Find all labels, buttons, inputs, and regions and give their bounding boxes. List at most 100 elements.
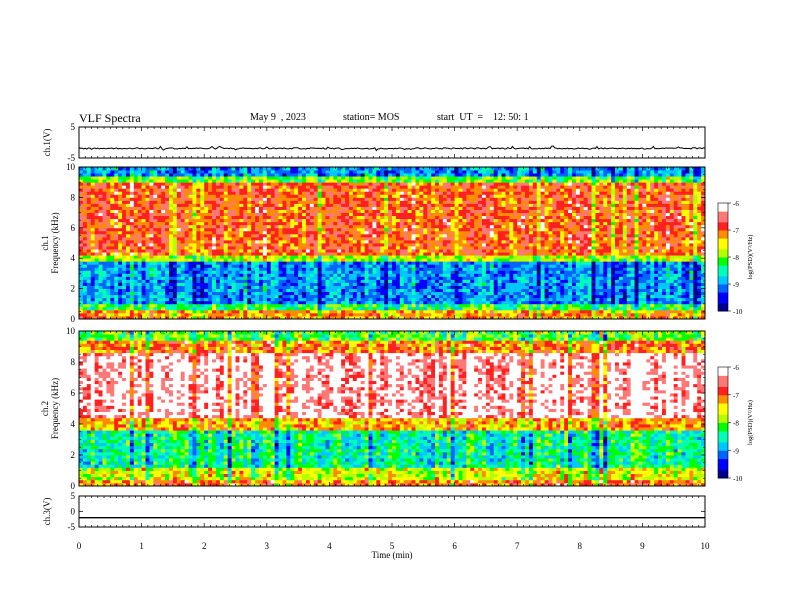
spectrogram-cell [638, 283, 642, 286]
spectrogram-cell [588, 292, 592, 295]
spectrogram-cell [157, 249, 161, 252]
spectrogram-cell [568, 276, 572, 279]
spectrogram-cell [271, 279, 275, 282]
spectrogram-cell [451, 264, 455, 267]
spectrogram-cell [513, 310, 517, 313]
spectrogram-cell [525, 286, 529, 289]
spectrogram-cell [466, 252, 470, 255]
spectrogram-cell [388, 301, 392, 304]
spectrogram-cell [161, 283, 165, 286]
spectrogram-cell [576, 292, 580, 295]
spectrogram-cell [584, 283, 588, 286]
spectrogram-cell [549, 264, 553, 267]
spectrogram-cell [658, 298, 662, 301]
spectrogram-cell [224, 289, 228, 292]
spectrogram-cell [325, 273, 329, 276]
spectrogram-cell [106, 249, 110, 252]
spectrogram-cell [361, 304, 365, 307]
spectrogram-cell [494, 240, 498, 243]
spectrogram-cell [271, 298, 275, 301]
spectrogram-cell [306, 283, 310, 286]
spectrogram-cell [447, 298, 451, 301]
spectrogram-cell [271, 264, 275, 267]
spectrogram-cell [431, 298, 435, 301]
spectrogram-cell [466, 264, 470, 267]
spectrogram-cell [490, 286, 494, 289]
spectrogram-cell [302, 307, 306, 310]
spectrogram-cell [490, 243, 494, 246]
spectrogram-cell [396, 292, 400, 295]
spectrogram-cell [588, 240, 592, 243]
spectrogram-cell [212, 237, 216, 240]
spectrogram-cell [588, 258, 592, 261]
spectrogram-cell [161, 298, 165, 301]
spectrogram-cell [607, 304, 611, 307]
spectrogram-cell [232, 295, 236, 298]
spectrogram-cell [95, 307, 99, 310]
spectrogram-cell [290, 252, 294, 255]
spectrogram-cell [337, 255, 341, 258]
spectrogram-cell [298, 237, 302, 240]
spectrogram-cell [447, 246, 451, 249]
spectrogram-cell [595, 279, 599, 282]
spectrogram-cell [263, 301, 267, 304]
spectrogram-cell [560, 246, 564, 249]
spectrogram-cell [412, 258, 416, 261]
spectrogram-cell [513, 237, 517, 240]
spectrogram-cell [384, 243, 388, 246]
spectrogram-cell [584, 246, 588, 249]
spectrogram-cell [181, 313, 185, 316]
spectrogram-cell [142, 307, 146, 310]
spectrogram-cell [549, 279, 553, 282]
spectrogram-cell [568, 298, 572, 301]
spectrogram-cell [318, 276, 322, 279]
spectrogram-cell [91, 264, 95, 267]
spectrogram-cell [380, 252, 384, 255]
spectrogram-cell [353, 252, 357, 255]
spectrogram-cell [329, 289, 333, 292]
spectrogram-cell [435, 261, 439, 264]
spectrogram-cell [118, 301, 122, 304]
spectrogram-cell [584, 301, 588, 304]
spectrogram-cell [615, 246, 619, 249]
spectrogram-cell [642, 286, 646, 289]
spectrogram-cell [149, 304, 153, 307]
spectrogram-cell [365, 310, 369, 313]
spectrogram-cell [564, 270, 568, 273]
spectrogram-cell [173, 270, 177, 273]
spectrogram-cell [666, 313, 670, 316]
spectrogram-cell [498, 270, 502, 273]
spectrogram-cell [635, 243, 639, 246]
spectrogram-cell [282, 270, 286, 273]
spectrogram-cell [220, 286, 224, 289]
spectrogram-cell [314, 298, 318, 301]
spectrogram-cell [329, 304, 333, 307]
spectrogram-cell [642, 298, 646, 301]
spectrogram-cell [118, 295, 122, 298]
spectrogram-cell [568, 261, 572, 264]
spectrogram-cell [408, 237, 412, 240]
spectrogram-cell [537, 298, 541, 301]
spectrogram-cell [517, 258, 521, 261]
spectrogram-cell [243, 237, 247, 240]
spectrogram-cell [459, 261, 463, 264]
spectrogram-cell [165, 304, 169, 307]
spectrogram-cell [427, 292, 431, 295]
spectrogram-cell [126, 264, 130, 267]
spectrogram-cell [337, 249, 341, 252]
spectrogram-cell [153, 313, 157, 316]
spectrogram-cell [556, 307, 560, 310]
spectrogram-cell [486, 307, 490, 310]
spectrogram-cell [251, 298, 255, 301]
spectrogram-cell [314, 276, 318, 279]
spectrogram-cell [365, 273, 369, 276]
spectrogram-cell [310, 246, 314, 249]
spectrogram-cell [153, 270, 157, 273]
spectrogram-cell [635, 237, 639, 240]
spectrogram-cell [298, 273, 302, 276]
spectrogram-cell [282, 267, 286, 270]
spectrogram-cell [310, 310, 314, 313]
spectrogram-cell [635, 301, 639, 304]
spectrogram-cell [494, 237, 498, 240]
spectrogram-cell [400, 286, 404, 289]
